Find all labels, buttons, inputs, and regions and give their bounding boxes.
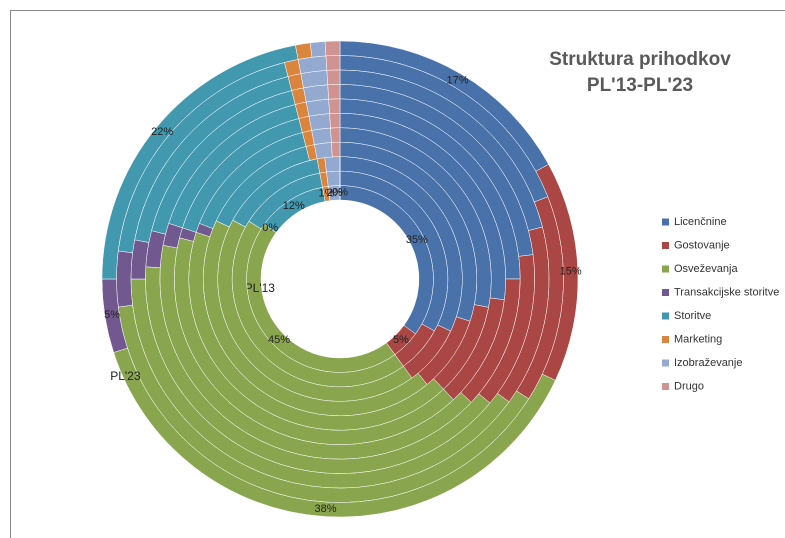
data-label: 45% [268,334,290,346]
ring-segment [311,127,332,145]
data-label: 15% [560,266,582,278]
data-label: 5% [104,309,120,321]
data-label: 0% [262,222,278,234]
ring-segment [309,41,327,58]
legend-swatch [662,336,669,343]
ring-segment [324,156,341,173]
ring-segment [324,40,341,57]
ring-label: PL'13 [245,281,276,295]
legend-swatch [662,265,669,273]
ring-segment [325,55,341,71]
legend-label: Izobraževanje [674,357,743,369]
legend-label: Marketing [674,333,722,345]
data-label: 12% [283,200,305,212]
data-label: 35% [406,234,428,246]
ring-segment [331,141,341,158]
legend-swatch [662,359,669,367]
legend-label: Drugo [674,380,704,392]
legend-swatch [662,383,669,390]
legend-label: Gostovanje [674,239,730,251]
chart-subtitle: PL'13-PL'23 [587,75,693,96]
data-label: 2% [327,187,343,199]
ring-segment [330,127,341,143]
legend-swatch [662,242,669,249]
legend-label: Storitve [674,310,711,322]
data-label: 38% [314,503,336,515]
legend-label: Osveževanja [674,263,738,275]
legend-swatch [662,218,669,226]
ring-label: PL'23 [110,369,141,383]
ring-segment [328,98,341,114]
legend-label: Transakcijske storitve [674,286,779,298]
data-label: 17% [446,74,468,86]
data-label: 22% [151,126,173,138]
ring-segment [327,84,341,100]
data-label: 0% [332,187,348,199]
ring-segment [314,142,333,160]
legend-swatch [662,312,669,320]
ring-segment [329,113,341,129]
ring-segment [116,250,133,308]
data-label: 5% [393,334,409,346]
data-label: 1% [319,188,335,200]
ring-segment [295,42,313,60]
ring-segment [305,98,330,117]
ring-segment [326,69,341,86]
legend-label: Licenčnine [674,216,727,228]
ring-segment [326,170,341,187]
legend-swatch [662,289,669,296]
ring-segment [308,113,331,131]
chart-title: Struktura prihodkov [549,49,731,70]
